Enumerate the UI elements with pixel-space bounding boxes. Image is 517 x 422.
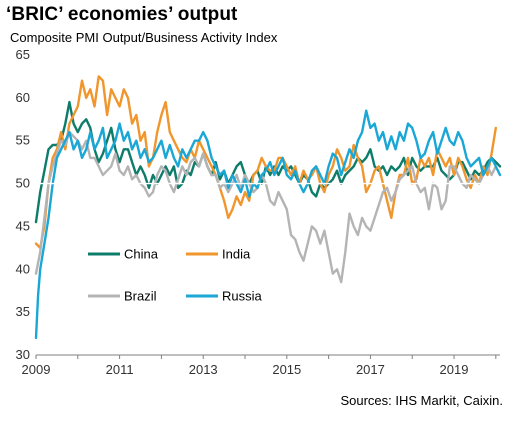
chart-subtitle: Composite PMI Output/Business Activity I… [10, 30, 278, 45]
legend-label-brazil: Brazil [124, 289, 157, 304]
y-tick-label: 55 [16, 133, 30, 148]
x-tick-label: 2017 [356, 362, 385, 377]
x-tick-label: 2019 [440, 362, 469, 377]
y-tick-label: 40 [16, 261, 30, 276]
y-tick-label: 65 [16, 47, 30, 62]
x-axis: 2009 2011 2013 2015 2017 2019 [22, 354, 500, 377]
source-note: Sources: IHS Markit, Caixin. [340, 393, 503, 408]
chart-title: ‘BRIC’ economies’ output [6, 4, 238, 25]
legend-label-russia: Russia [222, 289, 263, 304]
y-tick-label: 60 [16, 90, 30, 105]
legend: China India Brazil Russia [80, 236, 280, 311]
legend-background [80, 236, 280, 311]
y-tick-label: 30 [16, 347, 30, 362]
x-tick-label: 2013 [189, 362, 218, 377]
legend-label-india: India [222, 247, 251, 262]
y-axis: 30 35 40 45 50 55 60 65 [16, 47, 30, 362]
y-tick-label: 45 [16, 218, 30, 233]
series-line-russia [34, 109, 502, 340]
series-line-china [34, 100, 502, 224]
x-tick-label: 2009 [22, 362, 51, 377]
x-tick-label: 2015 [272, 362, 301, 377]
series-line-india [34, 75, 497, 250]
y-tick-label: 35 [16, 304, 30, 319]
legend-label-china: China [124, 247, 159, 262]
y-tick-label: 50 [16, 176, 30, 191]
x-tick-label: 2011 [106, 362, 134, 377]
